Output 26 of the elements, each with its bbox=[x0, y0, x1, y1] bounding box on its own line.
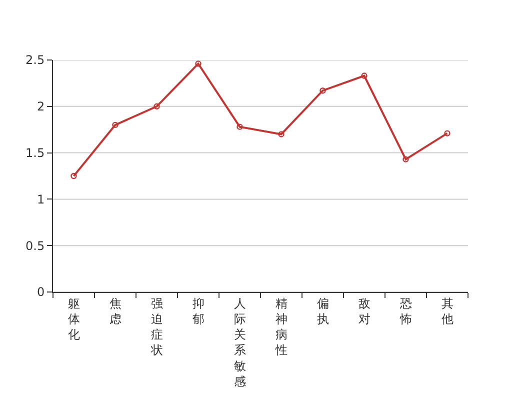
point bbox=[444, 130, 450, 136]
point bbox=[112, 122, 118, 128]
y-tick-label: 2.5 bbox=[26, 53, 45, 68]
x-tick-label: 抑郁 bbox=[192, 296, 204, 326]
x-tick-label: 强迫症状 bbox=[150, 296, 163, 358]
x-tick-label: 偏执 bbox=[316, 296, 329, 326]
y-tick-label: 1.5 bbox=[26, 146, 45, 160]
point bbox=[320, 88, 326, 94]
point bbox=[195, 60, 202, 67]
y-tick-label: 2 bbox=[36, 100, 45, 114]
x-tick-label: 恐怖 bbox=[398, 296, 412, 326]
point bbox=[154, 103, 160, 110]
point bbox=[402, 156, 409, 162]
y-tick-label: 0 bbox=[36, 285, 45, 300]
y-tick-label: 1 bbox=[36, 192, 45, 206]
x-tick-label: 躯体化 bbox=[68, 296, 80, 342]
point bbox=[236, 124, 243, 130]
x-tick-label: 精神病性 bbox=[274, 296, 288, 358]
point bbox=[278, 131, 284, 138]
x-tick-label: 其他 bbox=[441, 296, 454, 326]
x-tick-label: 敌对 bbox=[358, 296, 370, 326]
point bbox=[361, 72, 368, 79]
x-tick-label: 焦虑 bbox=[109, 296, 122, 326]
point bbox=[70, 172, 77, 180]
x-tick-label: 人际关系敏感 bbox=[234, 296, 246, 388]
y-tick-label: 0.5 bbox=[26, 238, 45, 253]
